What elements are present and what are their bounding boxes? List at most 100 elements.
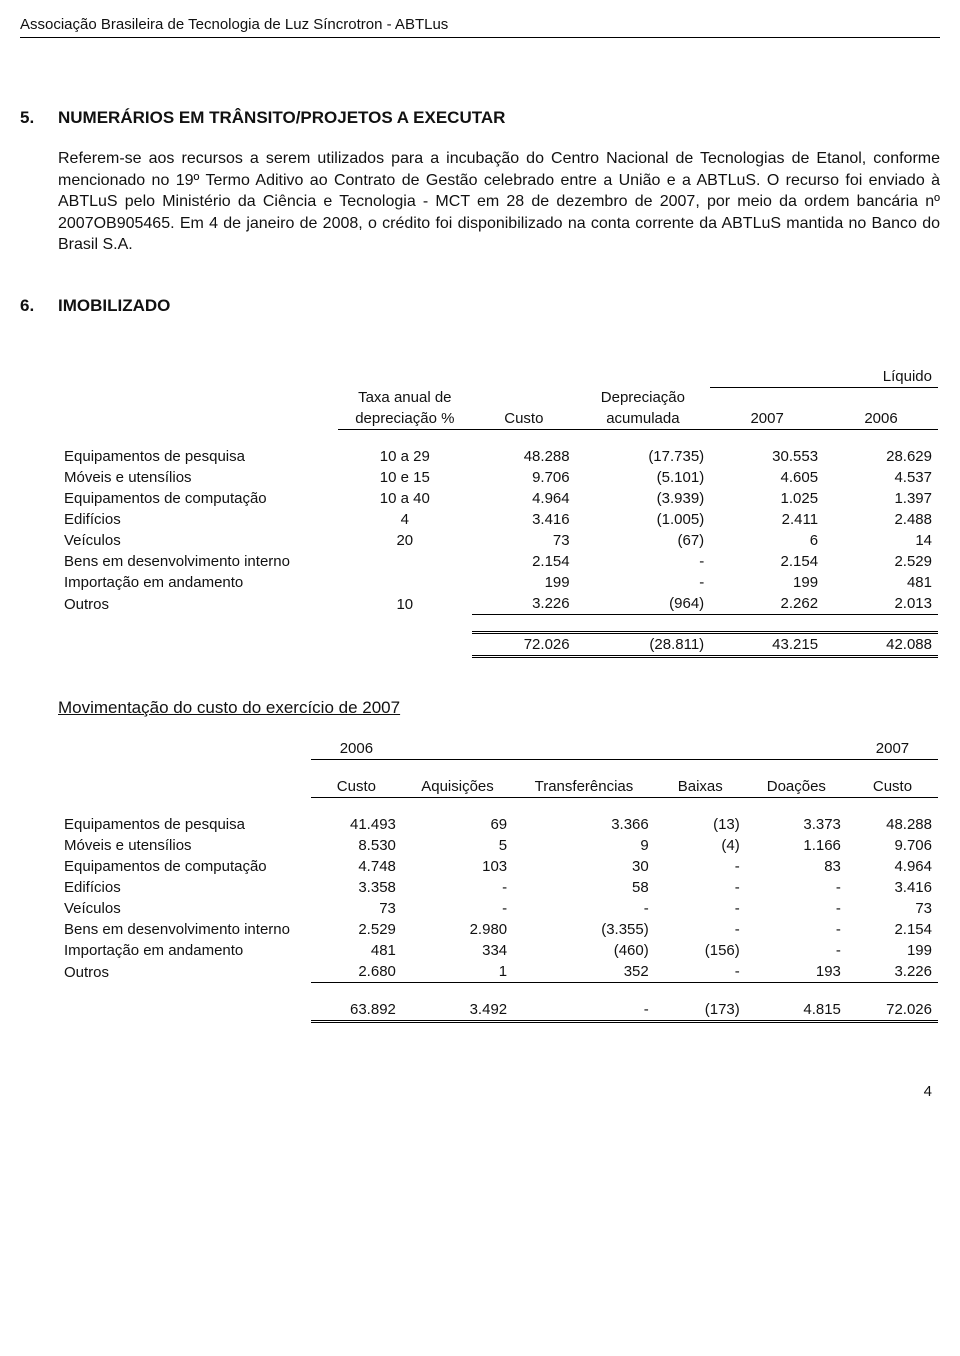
table-row: Móveis e utensílios8.53059(4)1.1669.706: [58, 835, 938, 856]
row-custo: 73: [472, 530, 576, 551]
row-dep: (964): [576, 593, 711, 615]
header-2007: 2007: [710, 408, 824, 430]
row-2006: 4.537: [824, 467, 938, 488]
row-bx: (4): [655, 835, 746, 856]
row-tr: (460): [513, 940, 655, 961]
row-do: -: [746, 877, 847, 898]
row-2007: 4.605: [710, 467, 824, 488]
row-taxa: 4: [338, 509, 473, 530]
row-taxa: [338, 572, 473, 593]
total-tr: -: [513, 999, 655, 1022]
row-custo: 48.288: [472, 446, 576, 467]
header-liquido: Líquido: [710, 366, 938, 388]
row-do: 193: [746, 961, 847, 983]
row-bx: -: [655, 856, 746, 877]
row-aq: 69: [402, 814, 513, 835]
row-aq: 334: [402, 940, 513, 961]
total-2007: 43.215: [710, 633, 824, 657]
row-bx: (13): [655, 814, 746, 835]
section-6-title: IMOBILIZADO: [58, 296, 170, 316]
movement-heading: Movimentação do custo do exercício de 20…: [58, 698, 940, 718]
row-bx: (156): [655, 940, 746, 961]
table-row: Outros103.226(964)2.2622.013: [58, 593, 938, 615]
row-label: Equipamentos de pesquisa: [58, 814, 311, 835]
row-do: -: [746, 898, 847, 919]
header-2006: 2006: [311, 738, 402, 760]
row-c07: 2.154: [847, 919, 938, 940]
row-custo: 3.416: [472, 509, 576, 530]
row-2006: 2.529: [824, 551, 938, 572]
header-transferencias: Transferências: [513, 776, 655, 798]
header-custo2: Custo: [847, 776, 938, 798]
table-total-row: 72.026 (28.811) 43.215 42.088: [58, 633, 938, 657]
table-row: Móveis e utensílios10 e 159.706(5.101)4.…: [58, 467, 938, 488]
table-row: Veículos2073(67)614: [58, 530, 938, 551]
header-depreciacao: Depreciação: [576, 387, 711, 408]
row-c06: 4.748: [311, 856, 402, 877]
row-bx: -: [655, 898, 746, 919]
header-doacoes: Doações: [746, 776, 847, 798]
row-dep: -: [576, 572, 711, 593]
row-2006: 2.013: [824, 593, 938, 615]
row-c06: 41.493: [311, 814, 402, 835]
row-c06: 3.358: [311, 877, 402, 898]
row-do: 1.166: [746, 835, 847, 856]
total-custo: 72.026: [472, 633, 576, 657]
row-2006: 2.488: [824, 509, 938, 530]
header-2006: 2006: [824, 408, 938, 430]
row-bx: -: [655, 919, 746, 940]
row-c06: 481: [311, 940, 402, 961]
table-row: Equipamentos de pesquisa10 a 2948.288(17…: [58, 446, 938, 467]
row-do: 3.373: [746, 814, 847, 835]
row-label: Bens em desenvolvimento interno: [58, 919, 311, 940]
row-aq: 1: [402, 961, 513, 983]
row-label: Veículos: [58, 898, 311, 919]
row-c07: 3.416: [847, 877, 938, 898]
row-custo: 3.226: [472, 593, 576, 615]
total-dep: (28.811): [576, 633, 711, 657]
row-label: Equipamentos de computação: [58, 856, 311, 877]
row-dep: (17.735): [576, 446, 711, 467]
table-row: Edifícios3.358-58--3.416: [58, 877, 938, 898]
row-taxa: 10 e 15: [338, 467, 473, 488]
row-custo: 2.154: [472, 551, 576, 572]
table-header-row: Custo Aquisições Transferências Baixas D…: [58, 776, 938, 798]
row-label: Edifícios: [58, 877, 311, 898]
imobilizado-table: Líquido Taxa anual de Depreciação deprec…: [58, 366, 938, 659]
row-aq: -: [402, 877, 513, 898]
total-c06: 63.892: [311, 999, 402, 1022]
section-5: 5. NUMERÁRIOS EM TRÂNSITO/PROJETOS A EXE…: [20, 108, 940, 256]
table-header-row: 2006 2007: [58, 738, 938, 760]
row-2006: 1.397: [824, 488, 938, 509]
row-2007: 2.411: [710, 509, 824, 530]
row-taxa: 10: [338, 593, 473, 615]
row-dep: (1.005): [576, 509, 711, 530]
page-number: 4: [20, 1083, 940, 1100]
document-page: Associação Brasileira de Tecnologia de L…: [0, 0, 960, 1140]
header-custo: Custo: [311, 776, 402, 798]
table-row: Equipamentos de pesquisa41.493693.366(13…: [58, 814, 938, 835]
row-2006: 28.629: [824, 446, 938, 467]
total-aq: 3.492: [402, 999, 513, 1022]
row-label: Veículos: [58, 530, 338, 551]
section-5-title: NUMERÁRIOS EM TRÂNSITO/PROJETOS A EXECUT…: [58, 108, 505, 128]
table-row: Equipamentos de computação10 a 404.964(3…: [58, 488, 938, 509]
row-tr: 3.366: [513, 814, 655, 835]
row-c07: 199: [847, 940, 938, 961]
row-label: Importação em andamento: [58, 940, 311, 961]
row-label: Importação em andamento: [58, 572, 338, 593]
row-c07: 3.226: [847, 961, 938, 983]
row-dep: -: [576, 551, 711, 572]
section-5-number: 5.: [20, 108, 58, 148]
row-label: Equipamentos de computação: [58, 488, 338, 509]
row-c07: 4.964: [847, 856, 938, 877]
row-dep: (67): [576, 530, 711, 551]
header-2007: 2007: [847, 738, 938, 760]
table-row: Veículos73----73: [58, 898, 938, 919]
table-row: Bens em desenvolvimento interno2.154-2.1…: [58, 551, 938, 572]
section-6: 6. IMOBILIZADO Líquido Taxa anual de Dep…: [20, 296, 940, 1024]
section-5-paragraph: Referem-se aos recursos a serem utilizad…: [58, 148, 940, 256]
table-total-row: 63.892 3.492 - (173) 4.815 72.026: [58, 999, 938, 1022]
row-c06: 73: [311, 898, 402, 919]
row-c06: 2.680: [311, 961, 402, 983]
